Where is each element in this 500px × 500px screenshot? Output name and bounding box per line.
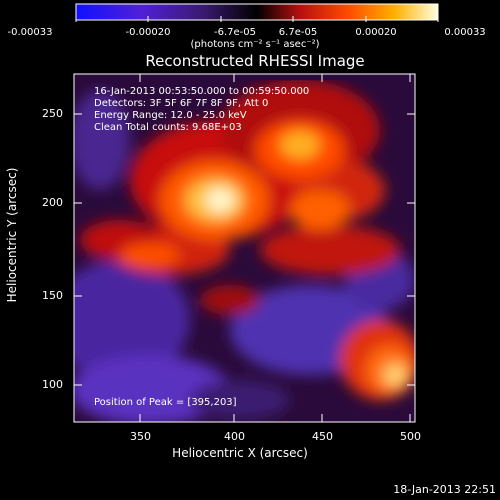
- colorbar-tick: 0.00020: [355, 27, 397, 38]
- footer-timestamp: 18-Jan-2013 22:51: [393, 483, 496, 496]
- colorbar-gradient: [75, 3, 439, 21]
- colorbar-tick: 6.7e-05: [278, 27, 318, 38]
- x-tick-label: 500: [400, 430, 421, 443]
- y-tick-label: 150: [42, 289, 63, 302]
- axis-ticks: [74, 74, 415, 422]
- image-pixels: [74, 74, 415, 422]
- plot-frame: [73, 73, 416, 423]
- y-tick-label: 200: [42, 196, 63, 209]
- info-detectors: Detectors: 3F 5F 6F 7F 8F 9F, Att 0: [94, 98, 269, 109]
- info-time-range: 16-Jan-2013 00:53:50.000 to 00:59:50.000: [94, 86, 310, 97]
- y-axis-title: Heliocentric Y (arcsec): [5, 167, 19, 303]
- info-clean-counts: Clean Total counts: 9.68E+03: [94, 122, 242, 133]
- colorbar-tick: 0.00033: [444, 27, 486, 38]
- y-tick-label: 250: [42, 107, 63, 120]
- x-axis-title: Heliocentric X (arcsec): [172, 446, 308, 460]
- y-tick-label: 100: [42, 378, 63, 391]
- plot-title: Reconstructed RHESSI Image: [145, 52, 365, 70]
- peak-position-label: Position of Peak = [395,203]: [94, 397, 237, 408]
- colorbar: [75, 3, 439, 22]
- colorbar-tick: -0.00033: [7, 27, 53, 38]
- x-tick-label: 450: [312, 430, 333, 443]
- colorbar-tick: -6.7e-05: [214, 27, 256, 38]
- info-energy-range: Energy Range: 12.0 - 25.0 keV: [94, 110, 247, 121]
- colorbar-units: (photons cm⁻² s⁻¹ asec⁻²): [190, 39, 320, 50]
- x-tick-label: 400: [224, 430, 245, 443]
- colorbar-tick: -0.00020: [125, 27, 171, 38]
- x-tick-label: 350: [130, 430, 151, 443]
